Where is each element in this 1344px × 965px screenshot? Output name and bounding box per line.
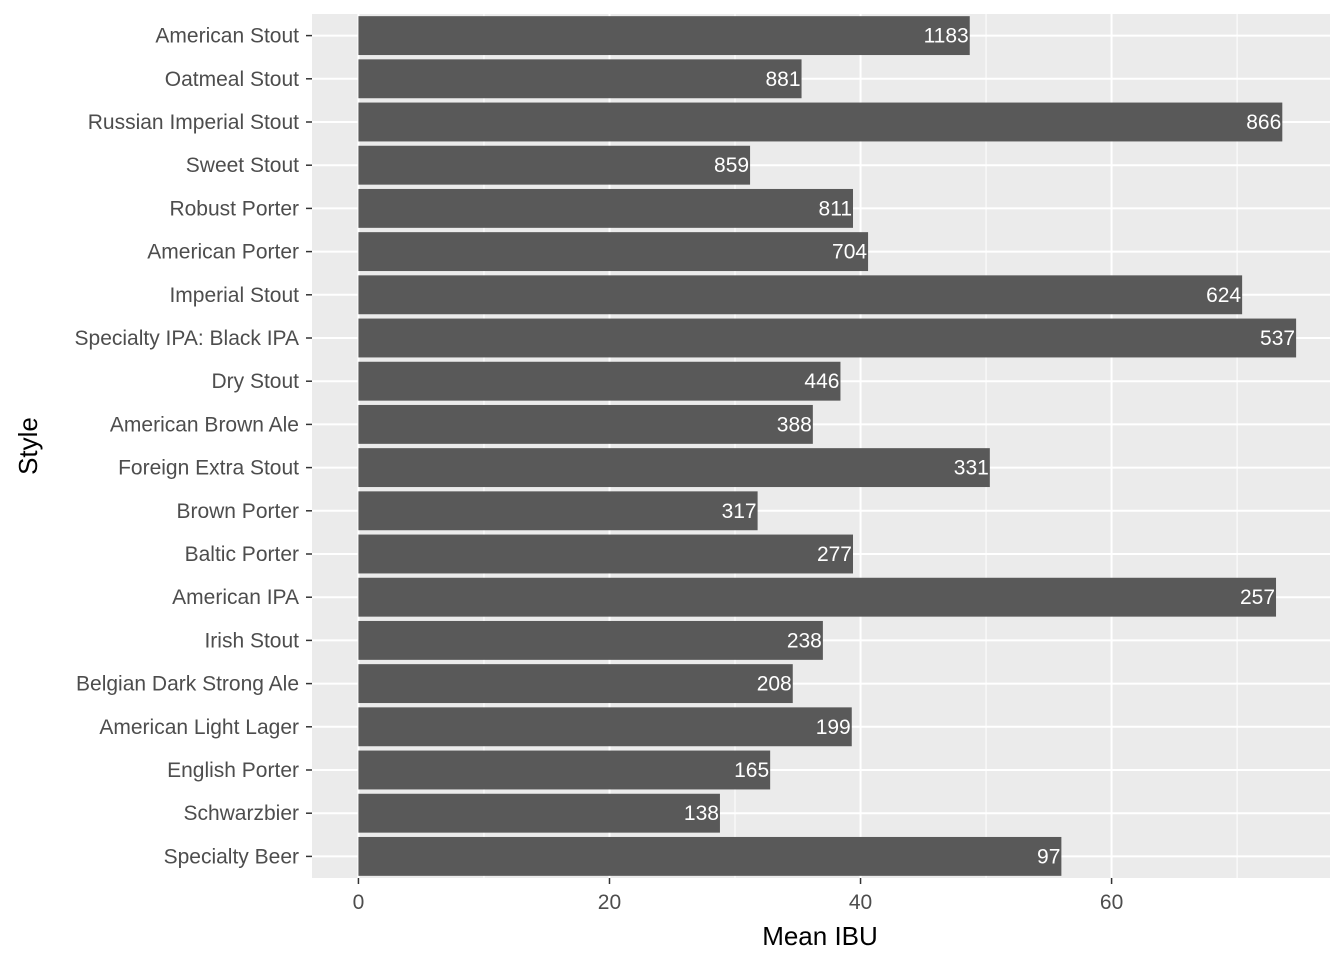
y-tick-label: Baltic Porter xyxy=(185,543,299,566)
bar-data-label: 1183 xyxy=(924,25,969,48)
y-tick-label: American Porter xyxy=(147,241,299,264)
bar xyxy=(358,404,813,444)
bar-data-label: 257 xyxy=(1240,586,1275,609)
bar xyxy=(358,491,758,531)
bar xyxy=(358,620,823,660)
bar-data-label: 138 xyxy=(684,802,719,825)
bar-data-label: 624 xyxy=(1206,284,1241,307)
bar-data-label: 704 xyxy=(832,241,867,264)
bar xyxy=(358,750,771,790)
y-tick-label: Oatmeal Stout xyxy=(165,68,299,91)
bar-data-label: 881 xyxy=(765,68,800,91)
bar xyxy=(358,361,841,401)
plot-panel xyxy=(312,14,1330,878)
x-tick-label: 40 xyxy=(849,891,872,914)
bar xyxy=(358,836,1062,876)
y-tick-label: American IPA xyxy=(172,586,299,609)
y-tick-label: Russian Imperial Stout xyxy=(88,111,299,134)
y-tick-label: Robust Porter xyxy=(169,197,299,220)
bar-data-label: 866 xyxy=(1246,111,1281,134)
bar xyxy=(358,145,751,185)
y-axis-title: Style xyxy=(13,417,43,475)
x-axis-title: Mean IBU xyxy=(762,921,878,951)
y-tick-label: American Brown Ale xyxy=(110,413,299,436)
bars xyxy=(358,16,1297,876)
bar-data-label: 446 xyxy=(804,370,839,393)
bar-data-labels: 1183 881 866 859 811 704 624 537 446 388 331 317 277… xyxy=(684,25,1295,869)
bar-data-label: 317 xyxy=(722,500,757,523)
y-tick-label: American Stout xyxy=(155,25,299,48)
bar-data-label: 208 xyxy=(757,673,792,696)
bar xyxy=(358,318,1297,358)
y-axis: American Stout Oatmeal Stout Russian Imper… xyxy=(75,25,312,868)
bar xyxy=(358,534,854,574)
x-axis: 0 20 40 60 xyxy=(353,878,1123,914)
bar-data-label: 97 xyxy=(1037,845,1060,868)
bar-data-label: 859 xyxy=(714,154,749,177)
y-tick-label: Schwarzbier xyxy=(183,802,299,825)
bar xyxy=(358,232,869,272)
bar xyxy=(358,577,1277,617)
bar xyxy=(358,16,970,56)
bar-data-label: 537 xyxy=(1260,327,1295,350)
y-tick-label: English Porter xyxy=(167,759,299,782)
bar-data-label: 331 xyxy=(954,457,989,480)
bar xyxy=(358,793,720,833)
y-tick-label: Foreign Extra Stout xyxy=(118,457,299,480)
bar-data-label: 199 xyxy=(816,716,851,739)
y-tick-label: American Light Lager xyxy=(99,716,299,739)
bar xyxy=(358,664,793,704)
bar xyxy=(358,448,990,488)
bar xyxy=(358,102,1283,142)
bar-data-label: 388 xyxy=(777,413,812,436)
bar-data-label: 238 xyxy=(787,629,822,652)
y-tick-label: Imperial Stout xyxy=(169,284,299,307)
x-tick-label: 60 xyxy=(1100,891,1123,914)
bar-data-label: 277 xyxy=(817,543,852,566)
bar xyxy=(358,188,854,228)
bar xyxy=(358,275,1243,315)
y-tick-label: Brown Porter xyxy=(176,500,299,523)
bar xyxy=(358,59,802,99)
bar-data-label: 165 xyxy=(734,759,769,782)
y-tick-label: Belgian Dark Strong Ale xyxy=(76,673,299,696)
y-tick-label: Dry Stout xyxy=(211,370,299,393)
y-tick-label: Irish Stout xyxy=(204,629,299,652)
y-tick-label: Specialty IPA: Black IPA xyxy=(75,327,299,350)
y-tick-label: Sweet Stout xyxy=(186,154,299,177)
x-tick-label: 0 xyxy=(353,891,365,914)
bar-data-label: 811 xyxy=(819,197,852,220)
x-tick-label: 20 xyxy=(598,891,621,914)
y-tick-label: Specialty Beer xyxy=(164,845,299,868)
bar xyxy=(358,707,852,747)
